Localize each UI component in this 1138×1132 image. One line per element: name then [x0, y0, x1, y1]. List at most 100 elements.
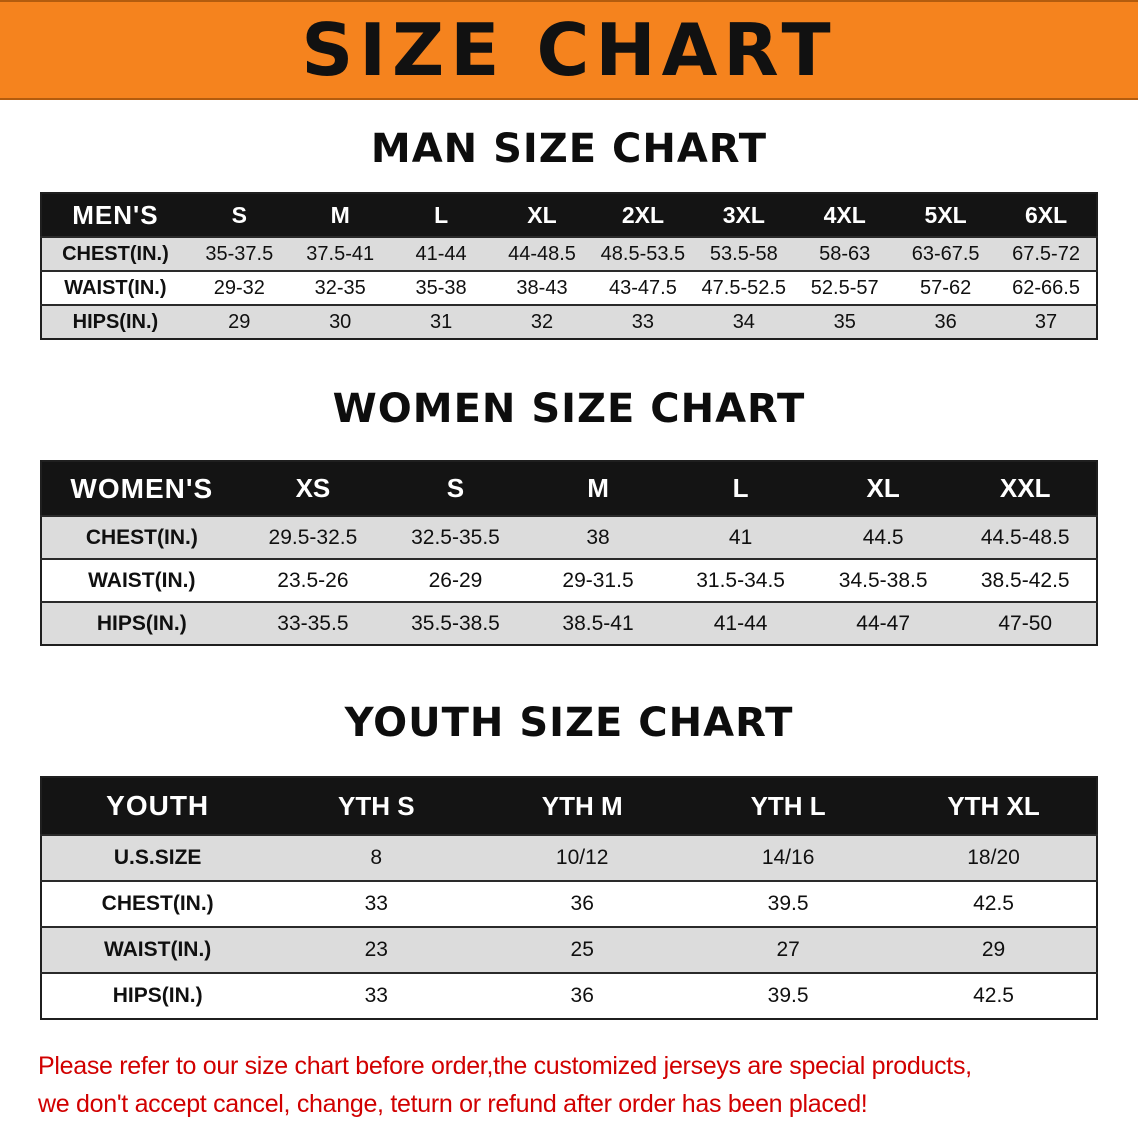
- men-table-row: WAIST(IN.) 29-32 32-35 35-38 38-43 43-47.5 47.…: [41, 270, 1097, 305]
- size-value-cell: 42.5: [891, 880, 1097, 927]
- size-value-cell: 14/16: [685, 834, 892, 881]
- women-table-row: CHEST(IN.) 29.5-32.5 32.5-35.5 38 41 44.5 44.5…: [41, 515, 1097, 559]
- size-value-cell: 18/20: [891, 834, 1097, 881]
- size-value-cell: 41-44: [390, 236, 492, 271]
- men-header-row: MEN'S S M L XL 2XL 3XL 4XL 5XL 6XL: [41, 193, 1097, 237]
- size-value-cell: 48.5-53.5: [592, 236, 694, 271]
- men-size-column-header: M: [289, 193, 391, 237]
- size-value-cell: 47.5-52.5: [693, 270, 795, 305]
- row-label: HIPS(IN.): [41, 972, 274, 1019]
- size-value-cell: 44-47: [811, 601, 955, 645]
- youth-size-column-header: YTH L: [685, 777, 892, 835]
- banner: SIZE CHART: [0, 0, 1138, 100]
- size-value-cell: 29-31.5: [526, 558, 670, 602]
- size-value-cell: 35-37.5: [188, 236, 290, 271]
- section-youth: YOUTH SIZE CHART YOUTH YTH S YTH M YTH L YTH …: [0, 700, 1138, 1020]
- size-value-cell: 25: [479, 926, 686, 973]
- size-value-cell: 23.5-26: [241, 558, 385, 602]
- size-value-cell: 52.5-57: [794, 270, 896, 305]
- size-value-cell: 67.5-72: [996, 236, 1097, 271]
- women-size-column-header: M: [526, 461, 670, 516]
- men-size-column-header: 4XL: [794, 193, 896, 237]
- row-label: CHEST(IN.): [41, 880, 274, 927]
- size-value-cell: 31: [390, 304, 492, 339]
- men-size-column-header: L: [390, 193, 492, 237]
- row-label: U.S.SIZE: [41, 834, 274, 881]
- size-value-cell: 26-29: [384, 558, 527, 602]
- size-value-cell: 35.5-38.5: [384, 601, 527, 645]
- sections: MAN SIZE CHART MEN'S S M L XL 2XL 3XL 4XL 5XL 6XL C…: [0, 126, 1138, 1020]
- men-size-column-header: 6XL: [996, 193, 1097, 237]
- youth-size-table: YOUTH YTH S YTH M YTH L YTH XL U.S.SIZE 8 10/12…: [40, 776, 1098, 1020]
- women-table-row: WAIST(IN.) 23.5-26 26-29 29-31.5 31.5-34.5 34…: [41, 558, 1097, 602]
- size-value-cell: 36: [895, 304, 997, 339]
- size-value-cell: 29-32: [188, 270, 290, 305]
- youth-table-row: WAIST(IN.) 23 25 27 29: [41, 926, 1097, 973]
- youth-section-title: YOUTH SIZE CHART: [344, 700, 794, 746]
- women-section-title: WOMEN SIZE CHART: [332, 386, 806, 432]
- size-value-cell: 37: [996, 304, 1097, 339]
- women-header-row: WOMEN'S XS S M L XL XXL: [41, 461, 1097, 516]
- size-value-cell: 41: [669, 515, 812, 559]
- women-corner-label: WOMEN'S: [41, 461, 242, 516]
- size-value-cell: 44.5: [811, 515, 955, 559]
- size-value-cell: 27: [685, 926, 892, 973]
- size-value-cell: 58-63: [794, 236, 896, 271]
- women-size-column-header: XS: [241, 461, 385, 516]
- disclaimer-line-2: we don't accept cancel, change, teturn o…: [38, 1089, 868, 1118]
- size-value-cell: 36: [479, 880, 686, 927]
- size-value-cell: 63-67.5: [895, 236, 997, 271]
- size-value-cell: 31.5-34.5: [669, 558, 812, 602]
- women-size-column-header: XXL: [954, 461, 1097, 516]
- size-value-cell: 32-35: [289, 270, 391, 305]
- size-value-cell: 32: [491, 304, 593, 339]
- men-size-column-header: 5XL: [895, 193, 997, 237]
- size-value-cell: 32.5-35.5: [384, 515, 527, 559]
- size-value-cell: 39.5: [685, 972, 892, 1019]
- banner-title: SIZE CHART: [301, 8, 837, 92]
- women-size-column-header: S: [384, 461, 527, 516]
- men-size-column-header: S: [188, 193, 290, 237]
- row-label: CHEST(IN.): [41, 236, 189, 271]
- youth-table-row: CHEST(IN.) 33 36 39.5 42.5: [41, 880, 1097, 927]
- row-label: HIPS(IN.): [41, 304, 189, 339]
- men-size-column-header: 3XL: [693, 193, 795, 237]
- youth-table-row: U.S.SIZE 8 10/12 14/16 18/20: [41, 834, 1097, 881]
- size-value-cell: 29: [188, 304, 290, 339]
- size-value-cell: 38: [526, 515, 670, 559]
- men-size-column-header: XL: [491, 193, 593, 237]
- size-value-cell: 33-35.5: [241, 601, 385, 645]
- size-value-cell: 29.5-32.5: [241, 515, 385, 559]
- size-value-cell: 43-47.5: [592, 270, 694, 305]
- row-label: CHEST(IN.): [41, 515, 242, 559]
- size-value-cell: 38.5-42.5: [954, 558, 1097, 602]
- youth-corner-label: YOUTH: [41, 777, 274, 835]
- size-value-cell: 33: [273, 972, 480, 1019]
- size-value-cell: 53.5-58: [693, 236, 795, 271]
- size-value-cell: 41-44: [669, 601, 812, 645]
- row-label: WAIST(IN.): [41, 926, 274, 973]
- section-men: MAN SIZE CHART MEN'S S M L XL 2XL 3XL 4XL 5XL 6XL C…: [0, 126, 1138, 340]
- size-value-cell: 57-62: [895, 270, 997, 305]
- size-value-cell: 44-48.5: [491, 236, 593, 271]
- youth-size-column-header: YTH M: [479, 777, 686, 835]
- size-value-cell: 8: [273, 834, 480, 881]
- row-label: WAIST(IN.): [41, 558, 242, 602]
- size-value-cell: 34: [693, 304, 795, 339]
- men-corner-label: MEN'S: [41, 193, 189, 237]
- women-size-column-header: XL: [811, 461, 955, 516]
- size-value-cell: 35-38: [390, 270, 492, 305]
- size-value-cell: 34.5-38.5: [811, 558, 955, 602]
- size-value-cell: 37.5-41: [289, 236, 391, 271]
- men-size-column-header: 2XL: [592, 193, 694, 237]
- size-value-cell: 38.5-41: [526, 601, 670, 645]
- men-section-title: MAN SIZE CHART: [370, 126, 768, 172]
- size-value-cell: 10/12: [479, 834, 686, 881]
- youth-size-column-header: YTH S: [273, 777, 480, 835]
- disclaimer-line-1: Please refer to our size chart before or…: [38, 1052, 972, 1080]
- youth-size-column-header: YTH XL: [891, 777, 1097, 835]
- size-value-cell: 30: [289, 304, 391, 339]
- size-value-cell: 36: [479, 972, 686, 1019]
- men-table-row: HIPS(IN.) 29 30 31 32 33 34 35 36 37: [41, 304, 1097, 339]
